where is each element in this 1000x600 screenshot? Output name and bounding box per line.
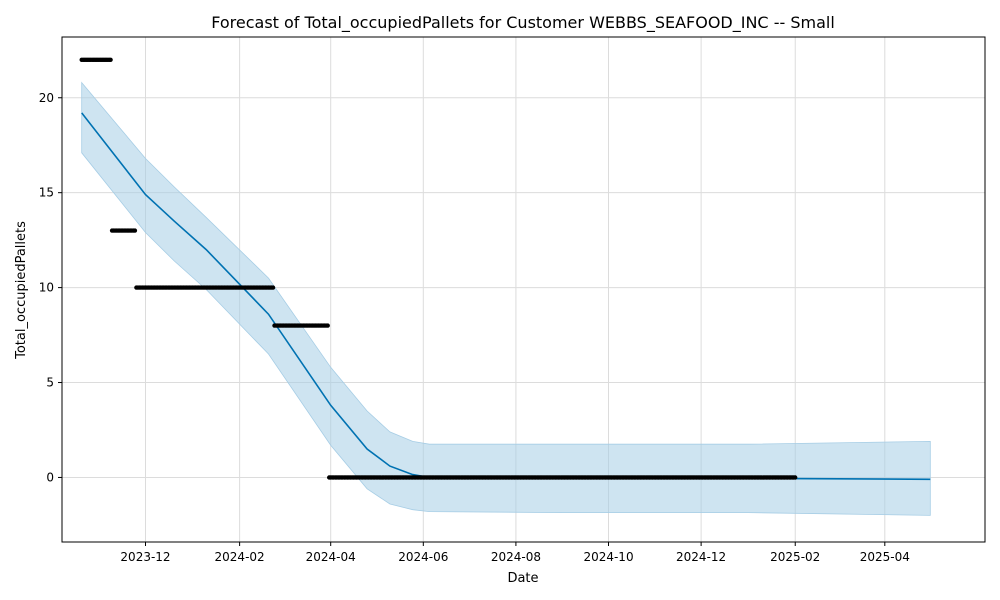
x-tick-label: 2024-10 (583, 550, 633, 564)
observed-point (270, 285, 276, 290)
x-axis-title: Date (507, 571, 538, 586)
observed-point (793, 475, 798, 480)
x-tick-label: 2024-08 (491, 550, 541, 564)
y-tick-label: 10 (39, 281, 54, 295)
x-tick-label: 2023-12 (120, 550, 170, 564)
x-tick-label: 2024-06 (398, 550, 448, 564)
uncertainty-band-area (81, 81, 931, 516)
x-tick-label: 2025-02 (770, 550, 820, 564)
y-tick-label: 15 (39, 186, 54, 200)
y-tick-label: 0 (46, 470, 54, 484)
x-tick-label: 2024-12 (676, 550, 726, 564)
y-tick-label: 5 (46, 376, 54, 390)
x-tick-label: 2025-04 (860, 550, 910, 564)
x-tick-label: 2024-04 (306, 550, 356, 564)
y-tick-label: 20 (39, 91, 54, 105)
plot-frame (61, 36, 986, 543)
uncertainty-band (81, 81, 931, 516)
x-tick-label: 2024-02 (215, 550, 265, 564)
observed-points-layer (79, 57, 798, 480)
observed-point (325, 323, 330, 328)
observed-point (108, 57, 113, 62)
x-axis-ticks: 2023-12 2024-02 2024-04 2024-06 2024-08 2024-… (120, 542, 910, 564)
chart-title: Forecast of Total_occupiedPallets for Cu… (211, 13, 835, 33)
y-axis-ticks: 0 5 10 15 20 (39, 91, 62, 484)
observed-point (132, 228, 138, 233)
y-axis-title: Total_occupiedPallets (14, 221, 29, 360)
